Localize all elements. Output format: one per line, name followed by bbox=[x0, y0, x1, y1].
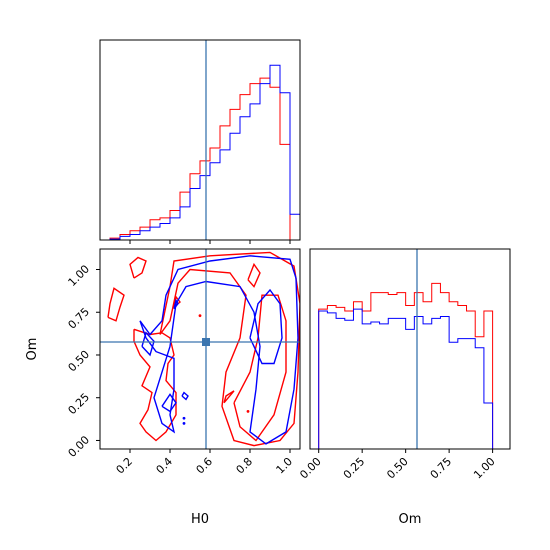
hist-om-tick-label: 0.25 bbox=[341, 455, 368, 482]
contour-xtick-label: 0.8 bbox=[234, 455, 256, 477]
contour-ytick-label: 1.00 bbox=[66, 262, 93, 289]
contour-line-red bbox=[107, 287, 125, 322]
contour-line-blue bbox=[139, 255, 299, 445]
contour-line-blue bbox=[161, 393, 177, 413]
contour-xtick-label: 0.2 bbox=[114, 455, 136, 477]
contour-dot-red bbox=[198, 314, 202, 318]
contour-xtick-label: 0.4 bbox=[154, 455, 176, 477]
contour-line-red bbox=[159, 251, 300, 447]
hist_Om-series-red bbox=[318, 282, 494, 449]
contour-line-red bbox=[247, 262, 261, 288]
contour-line-red bbox=[129, 256, 147, 279]
h0-xlabel: H0 bbox=[191, 512, 209, 527]
contour-line-red bbox=[223, 390, 235, 404]
hist_H0-series-red bbox=[109, 77, 300, 240]
hist_H0-series-blue bbox=[109, 64, 300, 240]
contour-ytick-label: 0.50 bbox=[66, 348, 93, 375]
contour-dot-blue bbox=[182, 416, 186, 420]
hist-om-tick-label: 0.75 bbox=[428, 455, 455, 482]
contour-xtick-label: 0.6 bbox=[194, 455, 216, 477]
hist-om-tick-label: 1.00 bbox=[471, 455, 498, 482]
hist-om-tick-label: 0.50 bbox=[384, 455, 411, 482]
om-ylabel: Om bbox=[25, 338, 40, 361]
contour-ytick-label: 0.25 bbox=[66, 391, 93, 418]
hist-h0-frame bbox=[99, 39, 301, 241]
contour-xtick-label: 1.0 bbox=[274, 455, 296, 477]
om-xlabel: Om bbox=[399, 512, 422, 527]
hist-om-tick-label: 0.00 bbox=[297, 455, 324, 482]
hist-h0-panel bbox=[99, 39, 301, 244]
contour-ytick-label: 0.00 bbox=[66, 433, 93, 460]
contour-line-blue bbox=[249, 288, 283, 365]
hist-om-frame bbox=[309, 248, 511, 450]
hist_Om-series-blue bbox=[318, 308, 494, 449]
contour-line-blue bbox=[173, 298, 179, 310]
contour-truth-marker bbox=[202, 338, 210, 346]
contour-line-red bbox=[233, 294, 287, 442]
contour-panel: 0.2 0.4 0.6 0.8 1.0 0.000.250.500.751.00 H0 … bbox=[25, 248, 301, 527]
contour-frame bbox=[99, 248, 301, 450]
hist-h0-tick-marks bbox=[129, 240, 291, 244]
contour-dot-blue bbox=[182, 421, 186, 425]
contour-line-blue bbox=[181, 391, 189, 401]
contour-dot-red bbox=[246, 409, 250, 413]
contour-line-blue bbox=[141, 331, 155, 357]
hist-om-panel: 0.00 0.25 0.50 0.75 1.00 Om bbox=[297, 248, 511, 527]
contour-ytick-label: 0.75 bbox=[66, 305, 93, 332]
